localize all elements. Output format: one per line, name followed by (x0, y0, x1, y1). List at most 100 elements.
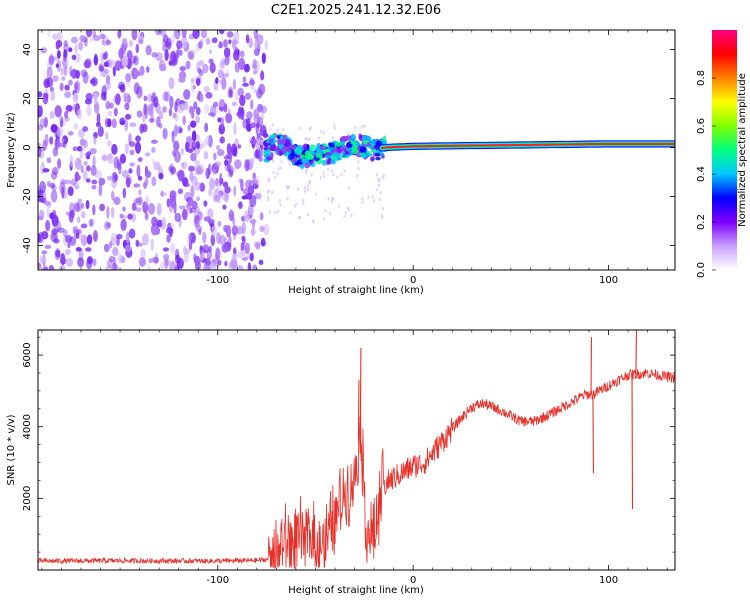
noise-blob (241, 195, 248, 200)
noise-blob (118, 48, 124, 59)
y-tick-label: 2000 (22, 486, 33, 511)
noise-blob (82, 170, 88, 181)
noise-blob (171, 34, 176, 45)
noise-blob (181, 162, 185, 169)
noise-blob (122, 187, 127, 199)
noise-blob (242, 76, 247, 83)
noise-blob (217, 149, 225, 157)
y-tick-label: -20 (22, 188, 33, 204)
noise-blob (124, 102, 130, 111)
noise-blob (119, 213, 124, 219)
noise-blob (250, 228, 256, 236)
noise-blob (125, 177, 131, 188)
noise-blob (156, 116, 161, 128)
noise-blob (226, 143, 232, 155)
noise-blob (56, 59, 62, 72)
noise-blob (156, 202, 162, 216)
noise-blob (207, 208, 214, 219)
noise-blob (105, 131, 109, 140)
noise-blob (152, 256, 160, 264)
noise-blob (113, 256, 117, 269)
noise-blob (93, 55, 99, 66)
noise-blob (225, 112, 233, 124)
noise-blob (224, 260, 228, 267)
noise-speck (300, 167, 303, 171)
noise-blob (72, 103, 80, 112)
noise-blob (222, 181, 229, 188)
noise-blob (86, 234, 93, 245)
noise-blob (42, 197, 47, 204)
noise-blob (46, 180, 51, 188)
signal-blob (309, 144, 316, 148)
noise-blob (185, 135, 192, 143)
noise-blob (63, 43, 70, 52)
noise-blob (98, 177, 106, 186)
noise-blob (219, 30, 225, 35)
noise-speck (371, 195, 374, 199)
noise-blob (247, 262, 252, 270)
noise-blob (73, 82, 79, 91)
signal-blob (370, 156, 375, 162)
signal-blob (361, 152, 366, 159)
noise-blob (178, 70, 187, 80)
noise-blob (62, 137, 67, 149)
signal-blob (270, 151, 274, 159)
y-tick-label: -40 (22, 237, 33, 253)
noise-blob (47, 30, 51, 38)
noise-blob (190, 80, 196, 94)
noise-speck (274, 176, 277, 180)
noise-blob (146, 66, 150, 73)
noise-blob (253, 241, 261, 248)
signal-blob (351, 144, 358, 151)
signal-blob (264, 149, 271, 155)
noise-blob (80, 211, 86, 219)
signal-blob (321, 159, 327, 166)
noise-blob (205, 135, 210, 146)
noise-blob (148, 257, 153, 263)
noise-speck (343, 169, 346, 173)
noise-speck (322, 171, 325, 175)
noise-blob (215, 77, 219, 84)
noise-blob (143, 103, 148, 116)
noise-blob (248, 37, 253, 49)
signal-blob (268, 139, 274, 143)
noise-blob (159, 30, 166, 37)
noise-blob (50, 124, 58, 133)
x-tick-label: 100 (599, 275, 618, 286)
noise-blob (179, 66, 186, 72)
noise-blob (176, 40, 183, 50)
spectrogram-xlabel: Height of straight line (km) (288, 285, 424, 296)
noise-speck (381, 216, 384, 220)
y-tick-label: 0 (22, 144, 33, 150)
noise-blob (195, 106, 201, 116)
signal-blob (269, 144, 277, 151)
noise-blob (231, 101, 237, 107)
noise-blob (249, 79, 256, 86)
noise-blob (85, 30, 93, 38)
noise-blob (72, 182, 80, 189)
noise-blob (142, 110, 146, 124)
noise-blob (86, 256, 93, 265)
noise-blob (69, 209, 75, 219)
noise-blob (233, 122, 237, 136)
noise-blob (168, 60, 173, 66)
noise-speck (363, 124, 366, 128)
noise-speck (276, 210, 279, 214)
noise-blob (70, 178, 77, 186)
signal-blob (306, 143, 310, 151)
noise-blob (134, 69, 142, 77)
noise-blob (86, 104, 92, 117)
noise-blob (58, 116, 62, 121)
noise-blob (144, 165, 149, 175)
noise-speck (267, 189, 270, 193)
noise-blob (254, 38, 259, 51)
noise-speck (347, 208, 350, 212)
noise-blob (46, 66, 53, 79)
signal-blob (341, 141, 345, 147)
noise-blob (124, 92, 131, 105)
noise-blob (246, 111, 253, 120)
noise-blob (90, 77, 98, 87)
noise-speck (367, 195, 370, 199)
noise-blob (103, 61, 109, 68)
noise-blob (253, 47, 260, 57)
